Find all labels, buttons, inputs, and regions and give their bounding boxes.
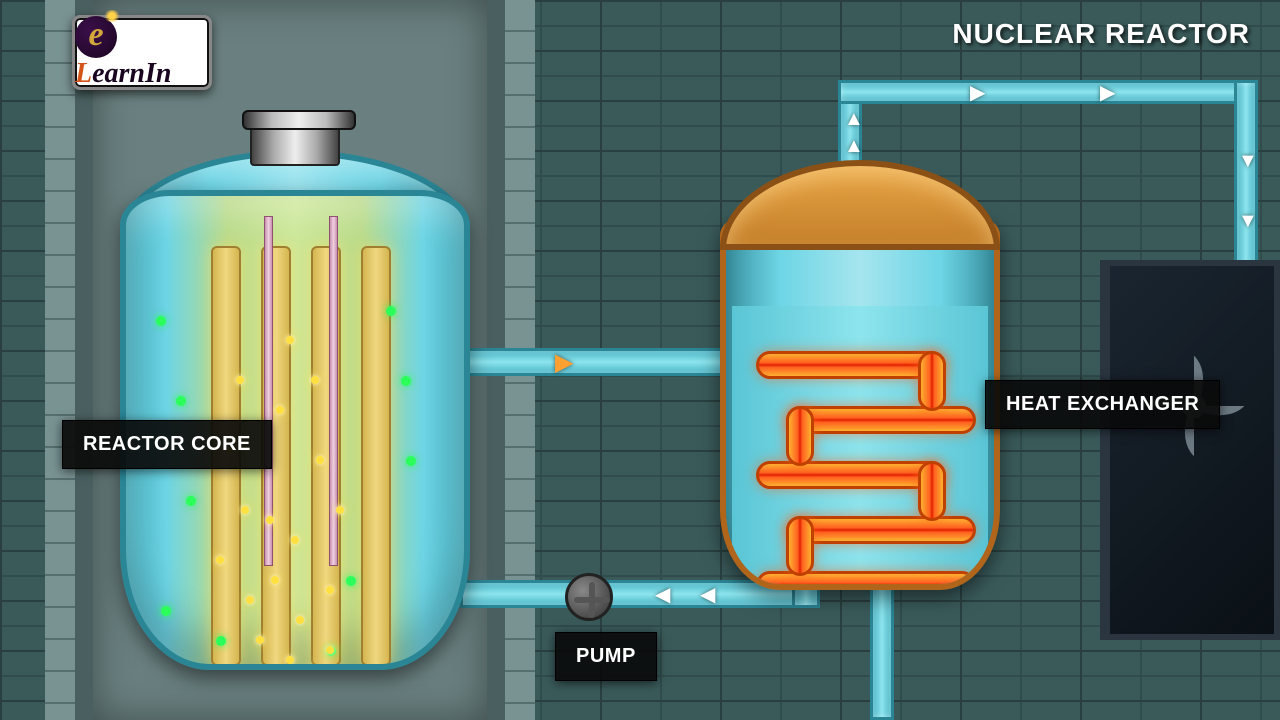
coil-segment — [918, 351, 946, 411]
coil-segment — [918, 461, 946, 521]
particle-yellow — [276, 406, 284, 414]
logo-badge: eLearnIn — [72, 15, 212, 90]
label-heat-exchanger: HEAT EXCHANGER — [985, 380, 1220, 429]
flow-arrow-icon: ▼ — [1238, 210, 1258, 233]
coil-segment — [786, 406, 814, 466]
diagram-title: NUCLEAR REACTOR — [952, 18, 1250, 50]
particle-yellow — [291, 536, 299, 544]
pipe-hot-leg — [460, 348, 730, 376]
control-rod — [264, 216, 273, 566]
particle-yellow — [316, 456, 324, 464]
flow-arrow-icon: ▶ — [970, 80, 985, 105]
particle-green — [386, 306, 396, 316]
particle-green — [346, 576, 356, 586]
particle-green — [216, 636, 226, 646]
flow-arrow-icon: ▶ — [555, 348, 573, 377]
particle-green — [186, 496, 196, 506]
coil-segment — [786, 516, 976, 544]
exchanger-dome — [720, 160, 1000, 250]
particle-yellow — [311, 376, 319, 384]
particle-yellow — [286, 336, 294, 344]
particle-yellow — [336, 506, 344, 514]
particle-yellow — [326, 586, 334, 594]
reactor-vessel — [120, 150, 470, 670]
flow-arrow-icon: ▲ — [844, 135, 864, 158]
particle-yellow — [236, 376, 244, 384]
particle-yellow — [266, 516, 274, 524]
pipe-steam-h — [838, 80, 1258, 104]
pipe-steam-v2 — [1234, 80, 1258, 270]
flow-arrow-icon: ▲ — [844, 108, 864, 131]
label-pump: PUMP — [555, 632, 657, 681]
pipe-feed-v — [870, 570, 894, 720]
particle-green — [156, 316, 166, 326]
flow-arrow-icon: ▶ — [1100, 80, 1115, 105]
flow-arrow-icon: ◀ — [700, 582, 715, 607]
particle-yellow — [286, 656, 294, 664]
exchanger-body — [720, 215, 1000, 590]
heat-exchanger-vessel — [720, 160, 1000, 590]
particle-yellow — [246, 596, 254, 604]
coil-segment — [786, 406, 976, 434]
particle-yellow — [256, 636, 264, 644]
particle-yellow — [306, 666, 314, 670]
heat-coil — [756, 351, 976, 571]
coil-segment — [786, 516, 814, 576]
particle-green — [401, 376, 411, 386]
reactor-cap — [250, 116, 340, 166]
particle-yellow — [296, 616, 304, 624]
particle-green — [406, 456, 416, 466]
particle-green — [161, 606, 171, 616]
label-reactor-core: REACTOR CORE — [62, 420, 272, 469]
control-rod — [329, 216, 338, 566]
flow-arrow-icon: ▼ — [1238, 150, 1258, 173]
particle-yellow — [326, 646, 334, 654]
pump-icon — [565, 573, 613, 621]
flow-arrow-icon: ◀ — [655, 582, 670, 607]
logo-e-icon: e — [75, 16, 117, 58]
particle-green — [176, 396, 186, 406]
turbine-housing — [1100, 260, 1280, 640]
particle-yellow — [241, 506, 249, 514]
coil-segment — [756, 571, 976, 590]
particle-yellow — [216, 556, 224, 564]
diagram-scene: NUCLEAR REACTOR eLearnIn — [0, 0, 1280, 720]
particle-yellow — [271, 576, 279, 584]
